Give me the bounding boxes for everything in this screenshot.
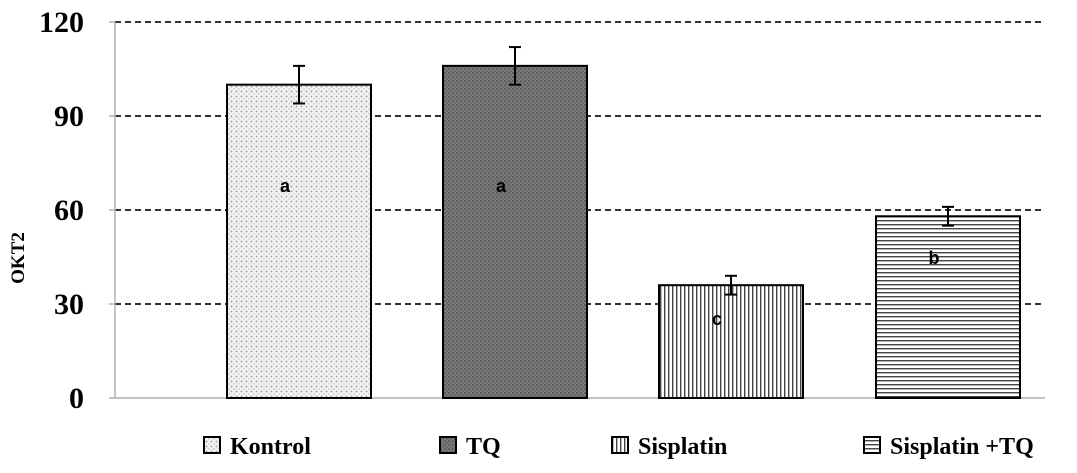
legend-swatch [611,436,629,454]
y-tick-label: 30 [54,288,84,321]
bar-letter-label: c [712,309,722,329]
legend-swatch [439,436,457,454]
legend-swatch [203,436,221,454]
y-tick-label: 90 [54,100,84,133]
legend-swatch [863,436,881,454]
y-tick-label: 60 [54,194,84,227]
legend-label: Kontrol [230,434,311,460]
y-axis-label: OKT2 [8,232,29,284]
legend-label: TQ [466,434,501,460]
bar [875,215,1021,399]
bar [658,284,804,400]
y-tick-label: 120 [39,6,84,39]
bar-letter-label: b [929,248,940,268]
bar [442,64,588,399]
bar [226,83,372,400]
y-tick-label: 0 [69,382,84,415]
bar-letter-label: a [496,176,507,196]
legend-label: Sisplatin +TQ [890,434,1034,460]
legend-label: Sisplatin [638,434,727,460]
bar-letter-label: a [280,176,291,196]
